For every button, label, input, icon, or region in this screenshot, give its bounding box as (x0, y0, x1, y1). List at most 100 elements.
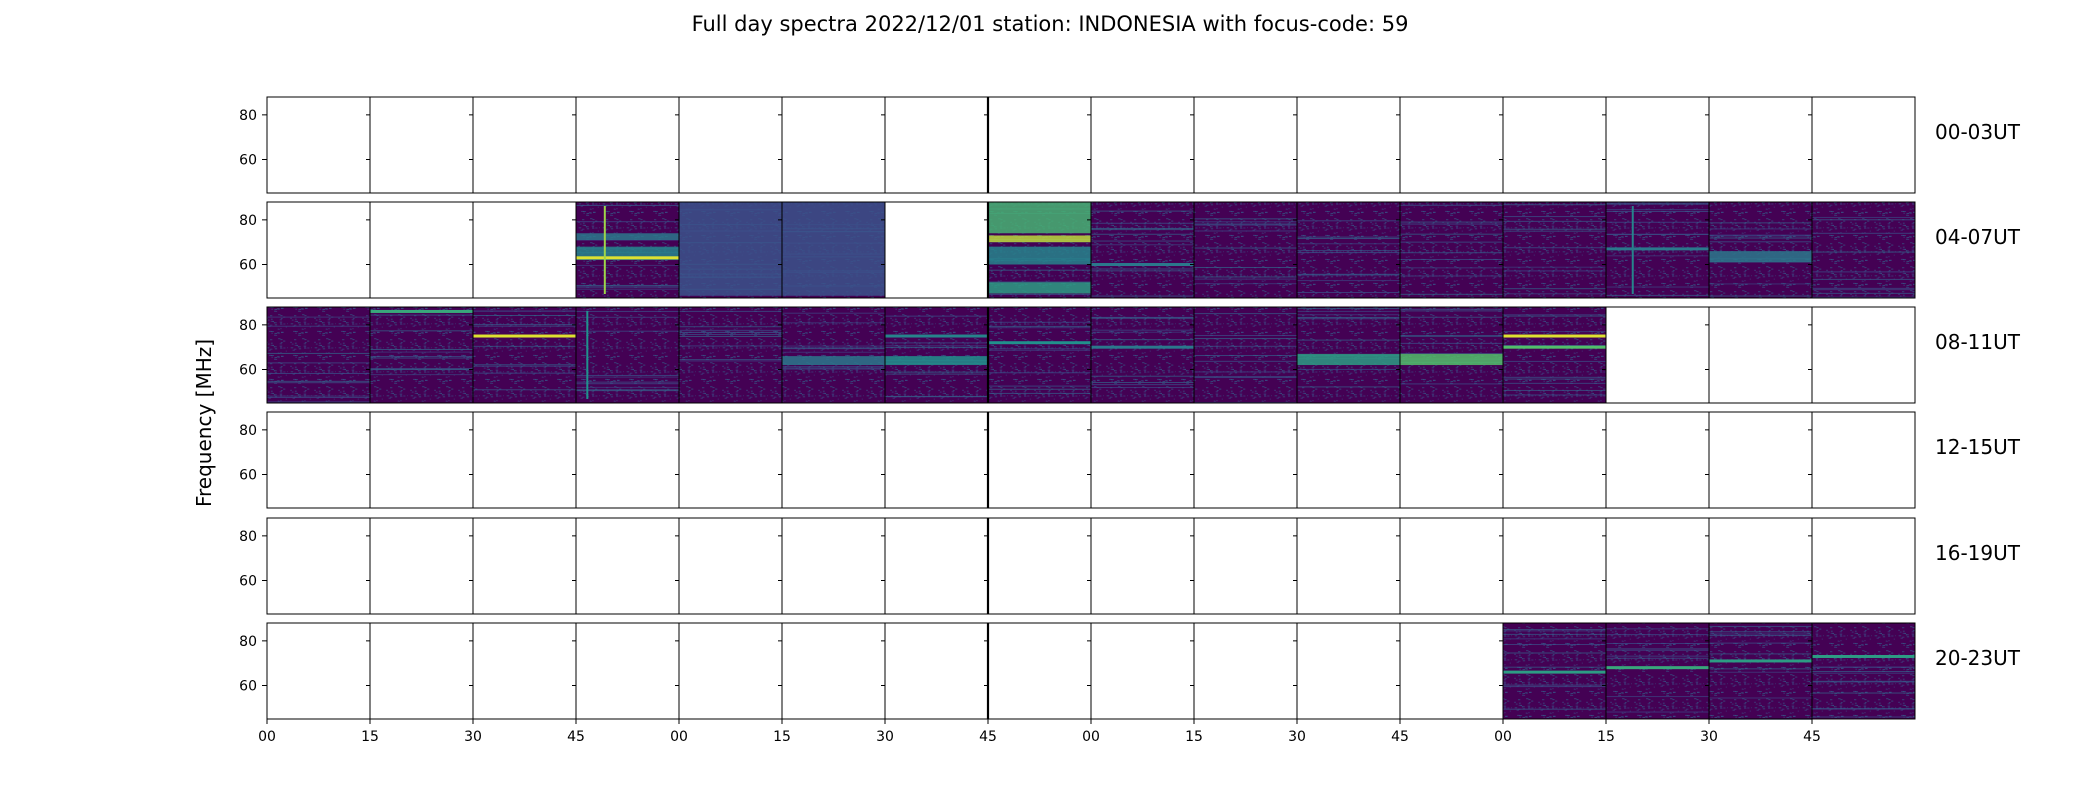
spectrogram-striation (1503, 652, 1606, 654)
spectrogram-striation (1297, 386, 1400, 388)
spectrogram-striation (1709, 653, 1812, 655)
spectrogram-striation (1606, 634, 1709, 636)
spectrogram-striation (576, 204, 679, 206)
spectrogram-striation (1606, 294, 1709, 296)
spectrogram-striation (576, 386, 679, 388)
spectrogram-striation (1091, 240, 1194, 242)
spectrogram-striation (1709, 222, 1812, 224)
spectrogram-striation (1091, 233, 1194, 235)
spectrogram-striation (1709, 697, 1812, 699)
x-tick-label: 45 (979, 729, 997, 745)
spectrogram-striation (1812, 232, 1915, 234)
emission-band (782, 202, 885, 296)
y-tick-label: 60 (239, 363, 257, 379)
spectrogram-striation (1297, 368, 1400, 370)
spectrogram-striation (1606, 255, 1709, 257)
emission-line (1091, 263, 1194, 267)
spectrogram-striation (370, 356, 473, 358)
row-label: 16-19UT (1935, 541, 2021, 565)
spectrogram-striation (1297, 314, 1400, 316)
spectrogram-striation (1297, 310, 1400, 312)
spectrogram-striation (1812, 716, 1915, 718)
spectrogram-striation (1503, 629, 1606, 631)
spectrogram-striation (370, 368, 473, 370)
spectrogram-striation (1812, 672, 1915, 674)
spectrogram-striation (679, 359, 782, 361)
spectrogram-striation (576, 310, 679, 312)
x-tick-label: 30 (464, 729, 482, 745)
burst-line (586, 311, 589, 399)
spectrogram-striation (1812, 251, 1915, 253)
spectrogram-striation (1194, 376, 1297, 378)
spectrogram-striation (1091, 227, 1194, 229)
spectrogram-striation (679, 335, 782, 337)
emission-band (782, 356, 885, 366)
spectrogram-striation (1709, 642, 1812, 644)
spectrogram-striation (267, 352, 370, 354)
spectrogram-striation (1812, 289, 1915, 291)
spectrogram-striation (1400, 275, 1503, 277)
spectrogram-noise (1812, 202, 1915, 298)
emission-line (1606, 247, 1709, 251)
emission-band (679, 202, 782, 296)
spectrogram-striation (576, 389, 679, 391)
spectrogram-striation (473, 314, 576, 316)
spectrogram-striation (370, 348, 473, 350)
spectrogram-striation (1812, 680, 1915, 682)
spectrogram-striation (1091, 329, 1194, 331)
y-tick-label: 60 (239, 679, 257, 695)
spectrogram-striation (1709, 295, 1812, 297)
spectrogram-striation (370, 357, 473, 359)
spectrogram-striation (1091, 331, 1194, 333)
spectrogram-striation (782, 347, 885, 349)
spectrogram-striation (1091, 210, 1194, 212)
spectrogram-striation (1400, 241, 1503, 243)
row-label: 20-23UT (1935, 646, 2021, 670)
spectrogram-noise (1709, 202, 1812, 298)
x-tick-label: 45 (567, 729, 585, 745)
spectrogram-noise (1297, 202, 1400, 298)
spectrogram-striation (1400, 352, 1503, 354)
spectrogram-striation (885, 345, 988, 347)
spectrogram-striation (1812, 292, 1915, 294)
spectrogram-striation (1606, 209, 1709, 211)
spectrogram-noise (1194, 202, 1297, 298)
spectrogram-striation (679, 326, 782, 328)
spectrogram-striation (1503, 247, 1606, 249)
chart-title: Full day spectra 2022/12/01 station: IND… (691, 12, 1409, 36)
spectrogram-striation (1503, 630, 1606, 632)
spectrogram-striation (1091, 222, 1194, 224)
spectrogram-striation (782, 322, 885, 324)
x-tick-label: 45 (1803, 729, 1821, 745)
x-tick-label: 30 (1288, 729, 1306, 745)
y-tick-label: 60 (239, 153, 257, 169)
spectrogram-striation (267, 316, 370, 318)
spectrogram-striation (473, 372, 576, 374)
spectrogram-striation (782, 345, 885, 347)
spectrogram-striation (1297, 280, 1400, 282)
emission-band (988, 202, 1091, 234)
spectrogram-striation (679, 360, 782, 362)
spectrogram-striation (1297, 339, 1400, 341)
spectrogram-striation (1812, 216, 1915, 218)
spectrogram-striation (1297, 273, 1400, 275)
spectrogram-striation (1400, 316, 1503, 318)
spectrogram-striation (473, 325, 576, 327)
spectrogram-striation (576, 288, 679, 290)
row-label: 00-03UT (1935, 120, 2021, 144)
spectrogram-striation (1400, 223, 1503, 225)
spectrogram-striation (370, 314, 473, 316)
spectrogram-striation (1812, 670, 1915, 672)
spectrogram-striation (988, 327, 1091, 329)
spectrogram-striation (1091, 229, 1194, 231)
spectrogram-striation (1194, 371, 1297, 373)
spectrogram-striation (473, 364, 576, 366)
spectrogram-striation (1400, 342, 1503, 344)
spectrogram-striation (1400, 258, 1503, 260)
spectrogram-striation (473, 365, 576, 367)
spectrogram-striation (1297, 243, 1400, 245)
emission-line (1503, 334, 1606, 338)
x-tick-label: 00 (670, 729, 688, 745)
spectrogram-striation (576, 374, 679, 376)
spectrogram-striation (1194, 283, 1297, 285)
